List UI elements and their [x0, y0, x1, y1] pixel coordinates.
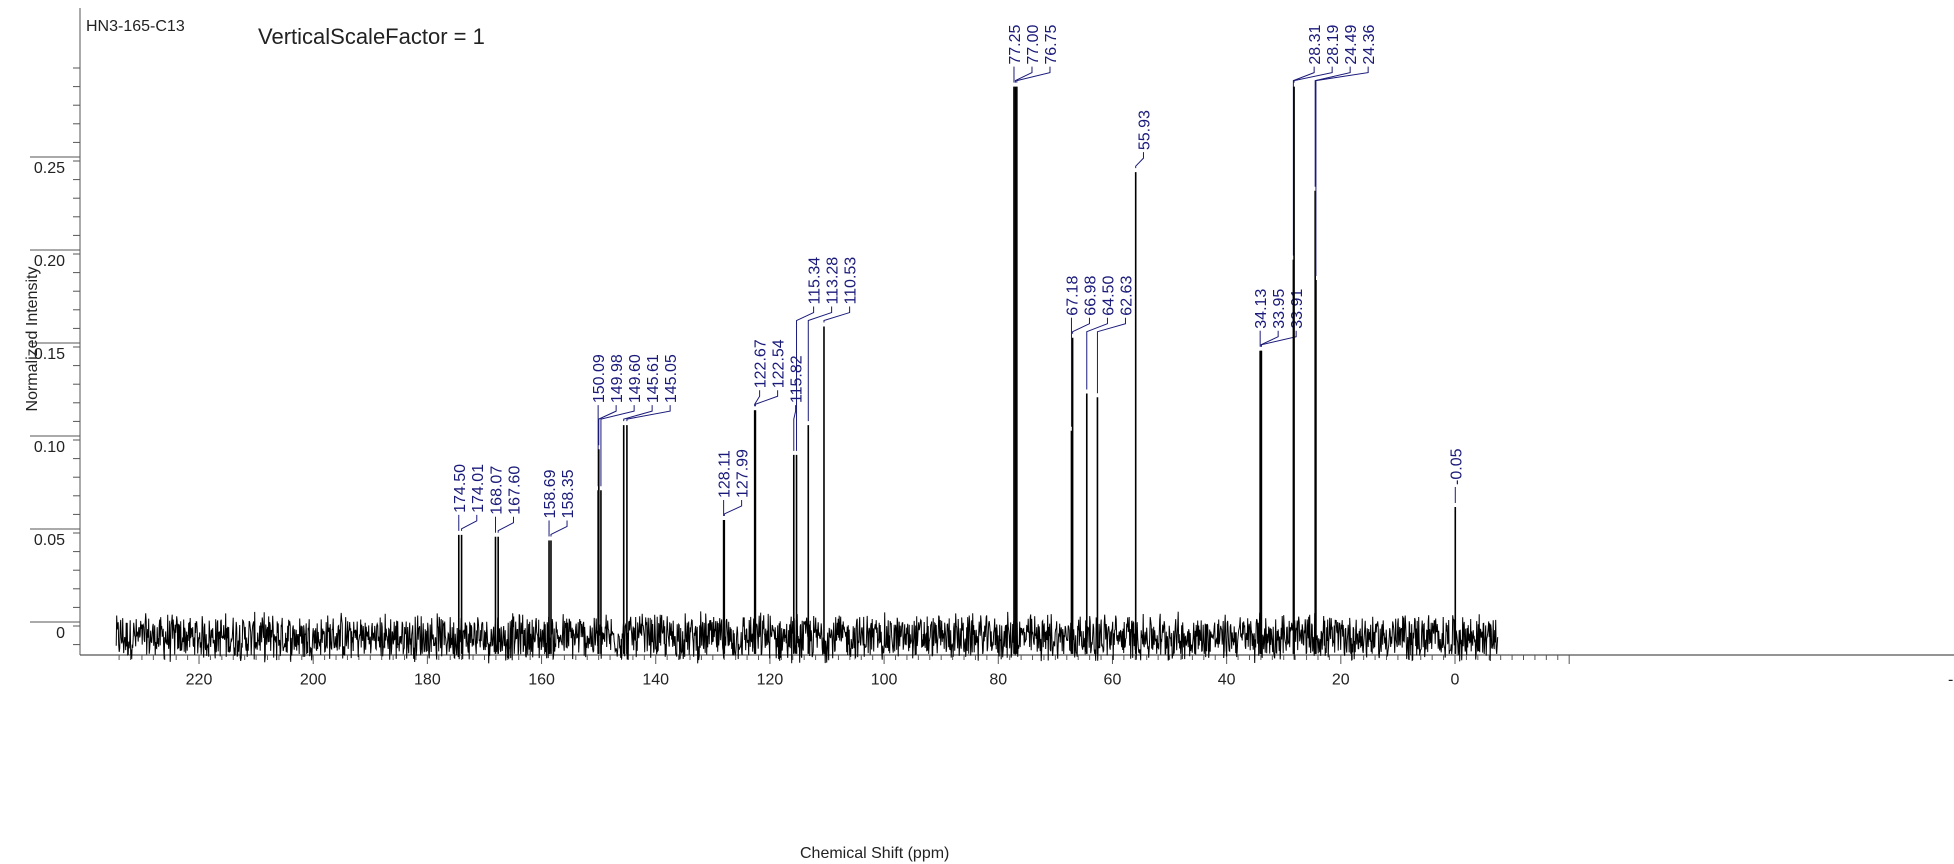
peak-leader-line: [1135, 152, 1144, 169]
peak-label: 110.53: [843, 257, 860, 305]
peak-label: 28.19: [1325, 24, 1342, 64]
peak-label: 24.49: [1343, 24, 1360, 64]
x-tick-label: 100: [871, 671, 898, 688]
y-tick-label: 0.20: [34, 253, 65, 270]
x-tick-label: 80: [989, 671, 1007, 688]
peak-label: 67.18: [1064, 276, 1081, 316]
peak-leader-line: [461, 514, 478, 531]
peak-label: 24.36: [1361, 24, 1378, 64]
x-tick-label: 220: [186, 671, 213, 688]
peak-label: 174.01: [470, 464, 487, 513]
peak-label: 122.54: [771, 339, 788, 388]
x-axis-label: Chemical Shift (ppm): [800, 845, 950, 862]
peak-label: 158.69: [542, 469, 559, 518]
spectrum-noise: [115, 611, 1499, 664]
peak-label: 34.13: [1253, 289, 1270, 329]
peak-label: 127.99: [735, 449, 752, 498]
peak-label: 145.05: [663, 354, 680, 403]
y-tick-label: 0.10: [34, 439, 65, 456]
peak-label: 66.98: [1082, 276, 1099, 316]
vertical-scale-annotation: VerticalScaleFactor = 1: [258, 24, 485, 49]
peak-leader-line: [1314, 66, 1351, 187]
peak-label: 55.93: [1136, 110, 1153, 150]
peak-label: 33.95: [1271, 289, 1288, 329]
peak-label: 115.82: [789, 355, 806, 403]
peak-label: 150.09: [591, 354, 608, 403]
peak-leader-line: [600, 405, 635, 487]
peak-label: 62.63: [1118, 276, 1135, 316]
peak-label: 33.91: [1289, 289, 1306, 329]
peak-leader-line: [823, 306, 851, 323]
y-tick-label: 0.05: [34, 532, 65, 549]
peak-leader-line: [550, 520, 568, 537]
x-tick-label: 140: [642, 671, 669, 688]
peak-label: 115.34: [807, 257, 824, 305]
peak-leader-line: [796, 306, 815, 451]
peak-label: 174.50: [452, 464, 469, 513]
peak-label: 77.25: [1007, 24, 1024, 64]
y-axis-label: Normalized Intensity: [24, 266, 41, 412]
x-tick-label: 200: [300, 671, 327, 688]
peak-label: 128.11: [717, 450, 734, 498]
peak-leader-line: [1293, 66, 1333, 83]
peak-leader-line: [1315, 66, 1369, 277]
peak-leader-line: [1014, 66, 1033, 83]
peak-label: 28.31: [1307, 24, 1324, 64]
x-tick-label: 0: [1451, 671, 1460, 688]
sample-name: HN3-165-C13: [86, 18, 185, 35]
peak-leader-line: [626, 405, 671, 422]
peak-label: 77.00: [1025, 24, 1042, 64]
peak-leader-line: [1096, 317, 1126, 394]
x-tick-label: 180: [414, 671, 441, 688]
peak-label: 168.07: [488, 466, 505, 515]
peak-leader-line: [793, 405, 797, 451]
y-tick-label: 0.15: [34, 346, 65, 363]
peak-leader-line: [754, 390, 779, 407]
peak-label: 167.60: [506, 466, 523, 515]
peak-label: 145.61: [645, 354, 662, 403]
peak-label: 122.67: [753, 339, 770, 388]
peak-leader-line: [807, 306, 833, 422]
peak-leader-line: [723, 499, 743, 516]
peak-leader-line: [754, 390, 761, 407]
peak-leader-line: [1292, 66, 1315, 256]
peak-label: 149.98: [609, 354, 626, 403]
peak-label: 64.50: [1100, 276, 1117, 316]
peak-leader-line: [1086, 317, 1108, 390]
x-tick-label: 20: [1332, 671, 1350, 688]
x-tick-label: 120: [757, 671, 784, 688]
peak-label: 76.75: [1043, 24, 1060, 64]
y-tick-label: 0.25: [34, 160, 65, 177]
peak-leader-line: [1260, 330, 1297, 347]
peak-leader-line: [598, 405, 617, 446]
peak-leader-line: [1072, 317, 1090, 334]
y-tick-label: 0: [56, 625, 65, 642]
x-tick-label: 160: [528, 671, 555, 688]
peak-leader-line: [1016, 66, 1051, 83]
peak-label: 113.28: [825, 257, 842, 305]
x-tick-label: 40: [1218, 671, 1236, 688]
peak-leader-line: [623, 405, 653, 422]
peak-leader-line: [497, 516, 514, 533]
peak-label: 158.35: [560, 469, 577, 518]
x-tick-label: -2: [1948, 671, 1954, 688]
peak-label: 149.60: [627, 354, 644, 403]
peak-label: -0.05: [1448, 448, 1465, 485]
x-tick-label: 60: [1104, 671, 1122, 688]
